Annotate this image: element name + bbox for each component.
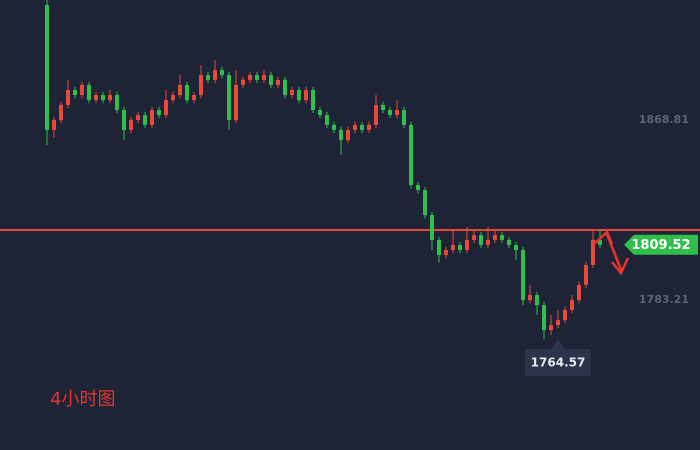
low-marker bbox=[525, 339, 591, 377]
candle-body bbox=[549, 325, 553, 331]
candle-body bbox=[213, 70, 217, 80]
candle-body bbox=[248, 75, 252, 80]
annotation: 4小时图 bbox=[50, 389, 115, 410]
candle-body bbox=[521, 250, 525, 301]
candle-body bbox=[269, 75, 273, 85]
candle-body bbox=[304, 90, 308, 101]
candle-body bbox=[570, 300, 574, 310]
candle-body bbox=[430, 215, 434, 240]
candle-body bbox=[556, 320, 560, 326]
candle-body bbox=[192, 95, 196, 101]
candle-body bbox=[591, 239, 595, 265]
candle-body bbox=[451, 244, 455, 251]
candle-body bbox=[437, 239, 441, 256]
candle-body bbox=[45, 5, 49, 130]
candle-body bbox=[115, 95, 119, 110]
candle-body bbox=[486, 239, 490, 245]
candle-body bbox=[143, 115, 147, 125]
candle-body bbox=[318, 109, 322, 116]
candle-body bbox=[409, 124, 413, 186]
candle-body bbox=[94, 95, 98, 101]
candle-body bbox=[339, 129, 343, 141]
candle-body bbox=[66, 90, 70, 105]
candle-body bbox=[577, 284, 581, 301]
candle-body bbox=[381, 104, 385, 110]
y-tick-label: 1868.81 bbox=[639, 113, 689, 126]
candle-body bbox=[255, 75, 259, 80]
candle-body bbox=[164, 100, 168, 116]
candle-body bbox=[360, 124, 364, 130]
candle-body bbox=[52, 120, 56, 130]
candle-body bbox=[276, 79, 280, 85]
candle-body bbox=[241, 79, 245, 85]
candle-body bbox=[150, 109, 154, 125]
candle-body bbox=[458, 244, 462, 251]
candle-body bbox=[514, 244, 518, 251]
candle-body bbox=[87, 84, 91, 101]
candle-body bbox=[388, 109, 392, 116]
candle-body bbox=[563, 309, 567, 321]
candle-body bbox=[325, 115, 329, 125]
candle-body bbox=[311, 90, 315, 110]
y-tick-label: 1783.21 bbox=[639, 293, 689, 306]
candle-body bbox=[535, 295, 539, 306]
candle-body bbox=[290, 90, 294, 96]
candle-body bbox=[157, 109, 161, 116]
candle-body bbox=[73, 90, 77, 96]
candle-body bbox=[479, 235, 483, 245]
candle-body bbox=[136, 115, 140, 121]
candle-body bbox=[332, 124, 336, 130]
candle-body bbox=[129, 120, 133, 130]
candle-body bbox=[262, 75, 266, 80]
candle-body bbox=[108, 95, 112, 101]
candle-body bbox=[178, 84, 182, 96]
candle-body bbox=[374, 104, 378, 125]
candle-body bbox=[598, 239, 602, 245]
candle-body bbox=[80, 84, 84, 96]
candle-body bbox=[185, 84, 189, 101]
candle-body bbox=[542, 305, 546, 331]
candle-body bbox=[423, 190, 427, 216]
candle-body bbox=[122, 109, 126, 130]
candle-body bbox=[493, 235, 497, 240]
price-badge-label: 1809.52 bbox=[631, 238, 690, 253]
candle-body bbox=[206, 75, 210, 80]
candle-body bbox=[465, 239, 469, 251]
candle-body bbox=[367, 124, 371, 130]
candle-body bbox=[402, 109, 406, 125]
low-marker-label: 1764.57 bbox=[531, 356, 586, 370]
candle-body bbox=[507, 239, 511, 245]
candle-body bbox=[199, 75, 203, 96]
arrow bbox=[604, 231, 624, 273]
candle-body bbox=[234, 84, 238, 121]
candle-body bbox=[528, 295, 532, 301]
candle-body bbox=[283, 79, 287, 96]
candle-body bbox=[346, 129, 350, 141]
candle-body bbox=[59, 104, 63, 121]
candle-body bbox=[171, 95, 175, 101]
candle-body bbox=[584, 264, 588, 285]
candle-body bbox=[500, 235, 504, 240]
price-badge bbox=[624, 234, 698, 255]
candle-body bbox=[416, 185, 420, 191]
arrow bbox=[611, 257, 630, 276]
candle-body bbox=[227, 75, 231, 121]
candle-body bbox=[353, 124, 357, 130]
candle-body bbox=[101, 95, 105, 101]
candle-body bbox=[220, 70, 224, 76]
candle-body bbox=[444, 250, 448, 256]
candle-body bbox=[472, 235, 476, 240]
candle-body bbox=[297, 90, 301, 101]
candle-body bbox=[395, 109, 399, 116]
